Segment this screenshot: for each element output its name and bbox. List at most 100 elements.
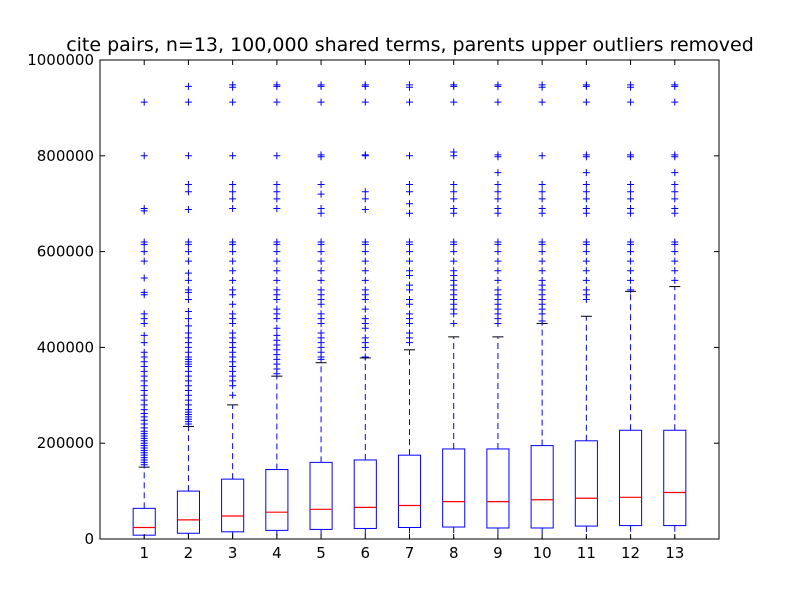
outlier-point: [229, 257, 237, 265]
outlier-point: [582, 195, 590, 203]
box-iqr: [663, 429, 687, 527]
outlier-point: [406, 200, 413, 208]
x-tick-label: 12: [621, 544, 640, 562]
outlier-point: [582, 151, 590, 159]
outlier-point: [494, 257, 502, 265]
outlier-point: [273, 267, 281, 275]
outlier-point: [494, 181, 502, 189]
outlier-point: [361, 276, 369, 284]
chart-title: cite pairs, n=13, 100,000 shared terms, …: [66, 34, 754, 56]
outlier-point: [361, 151, 369, 159]
outlier-point: [317, 238, 325, 246]
outlier-point: [273, 248, 281, 256]
plot-area: [100, 60, 719, 540]
outlier-point: [406, 188, 413, 196]
outlier-point: [273, 305, 281, 313]
outlier-point: [140, 98, 148, 106]
outlier-point: [229, 391, 237, 399]
outlier-point: [229, 300, 237, 308]
box-iqr: [442, 448, 466, 528]
outlier-point: [494, 169, 502, 177]
outlier-point: [140, 288, 148, 296]
outlier-point: [273, 188, 281, 196]
outlier-point: [450, 248, 458, 256]
y-tick-label: 800000: [37, 147, 94, 165]
outlier-point: [406, 296, 413, 303]
outlier-point: [361, 188, 369, 196]
outlier-point: [627, 151, 635, 159]
outlier-point: [406, 281, 413, 289]
outlier-point: [538, 276, 546, 284]
outlier-point: [361, 267, 369, 275]
outlier-point: [582, 248, 590, 256]
outlier-point: [494, 195, 502, 203]
outlier-point: [361, 81, 369, 89]
box-4: [265, 81, 289, 540]
outlier-point: [229, 286, 237, 294]
outlier-point: [140, 257, 148, 265]
outlier-point: [538, 188, 546, 196]
outlier-point: [229, 81, 237, 89]
outlier-point: [184, 322, 192, 330]
outlier-point: [671, 204, 679, 212]
outlier-point: [406, 238, 413, 246]
outlier-point: [361, 195, 369, 203]
outlier-point: [273, 257, 281, 265]
outlier-point: [494, 267, 502, 275]
outlier-point: [450, 148, 458, 156]
box-iqr: [397, 454, 422, 529]
outlier-point: [450, 195, 458, 203]
outlier-point: [627, 81, 635, 89]
outlier-point: [184, 329, 192, 337]
outlier-point: [627, 204, 635, 212]
y-tick-label: 200000: [37, 434, 94, 452]
outlier-point: [450, 204, 458, 212]
outlier-point: [184, 307, 192, 315]
box-3: [221, 81, 245, 540]
box-iqr: [309, 461, 333, 530]
outlier-point: [538, 195, 546, 203]
outlier-point: [140, 348, 148, 356]
outlier-point: [361, 353, 369, 361]
outlier-point: [317, 329, 325, 337]
x-tick-label: 8: [449, 544, 459, 562]
outlier-point: [450, 81, 458, 89]
outlier-point: [273, 331, 281, 339]
outlier-point: [273, 204, 281, 212]
outlier-point: [184, 98, 192, 106]
outlier-point: [671, 151, 679, 159]
outlier-point: [184, 181, 192, 189]
outlier-point: [140, 310, 148, 318]
outlier-point: [538, 81, 546, 89]
outlier-point: [671, 181, 679, 189]
box-13: [663, 81, 687, 540]
y-tick-label: 1000000: [27, 51, 94, 69]
outlier-point: [582, 257, 590, 265]
outlier-point: [317, 310, 325, 318]
x-tick-label: 7: [405, 544, 415, 562]
outlier-point: [317, 181, 325, 189]
outlier-point: [627, 267, 635, 275]
outlier-point: [538, 204, 546, 212]
box-iqr: [176, 490, 200, 534]
x-tick-label: 4: [272, 544, 282, 562]
outlier-point: [184, 238, 192, 246]
outlier-point: [538, 98, 546, 106]
box-9: [486, 81, 510, 540]
outlier-point: [627, 276, 635, 284]
outlier-point: [317, 98, 325, 106]
outlier-point: [582, 98, 590, 106]
outlier-point: [450, 98, 458, 106]
outlier-point: [184, 296, 192, 303]
outlier-point: [184, 257, 192, 265]
outlier-point: [538, 317, 546, 325]
outlier-point: [317, 151, 325, 159]
outlier-point: [494, 238, 502, 246]
box-11: [574, 81, 598, 540]
outlier-point: [229, 181, 237, 189]
box-iqr: [221, 478, 245, 533]
outlier-point: [406, 98, 413, 106]
outlier-point: [582, 204, 590, 212]
outlier-point: [140, 331, 148, 339]
